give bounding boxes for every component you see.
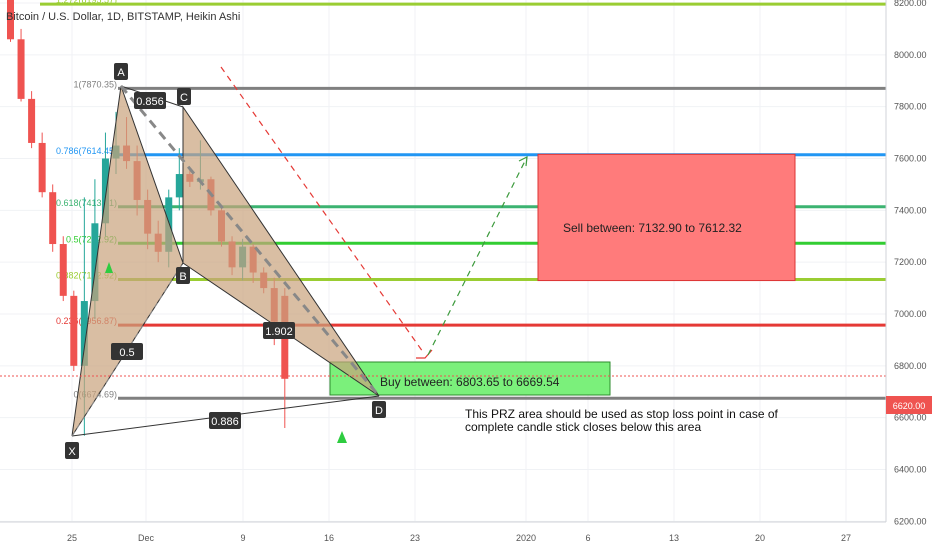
sell-zone-label: Sell between: 7132.90 to 7612.32 — [563, 221, 742, 235]
point-label-box — [65, 442, 79, 459]
point-label-box — [372, 401, 386, 418]
x-tick-label: 9 — [240, 533, 245, 543]
candle-body — [70, 295, 78, 366]
x-tick-label: 27 — [841, 533, 851, 543]
y-tick-label: 8000.00 — [894, 50, 927, 60]
candle-body — [38, 142, 46, 193]
price-tag — [886, 396, 932, 414]
ratio-label-box — [263, 322, 295, 339]
x-tick-label: Dec — [138, 533, 155, 543]
ratio-label-box — [111, 343, 143, 360]
x-tick-label: 2020 — [516, 533, 536, 543]
y-tick-label: 6400.00 — [894, 465, 927, 475]
candle-body — [17, 39, 25, 99]
x-tick-label: 25 — [67, 533, 77, 543]
fib-level-label: 1(7870.35) — [73, 79, 117, 89]
stop-loss-note: This PRZ area should be used as stop los… — [465, 407, 779, 434]
x-tick-label: 6 — [585, 533, 590, 543]
pattern-dashed-ad — [119, 85, 381, 397]
buy-signal-arrow — [337, 431, 347, 443]
ratio-label: 0.5 — [119, 347, 134, 359]
harmonic-pattern: A C B D X 0.856 0.5 1.902 0.886 — [65, 63, 386, 459]
y-tick-label: 7000.00 — [894, 309, 927, 319]
point-label-box — [114, 63, 128, 80]
projection-arrowhead-up — [518, 155, 528, 167]
y-tick-label: 6200.00 — [894, 516, 927, 526]
chart-title: Bitcoin / U.S. Dollar, 1D, BITSTAMP, Hei… — [6, 11, 240, 23]
candle-body — [101, 158, 109, 224]
point-label-c: C — [180, 92, 188, 104]
projection-arrow-down — [220, 66, 424, 353]
y-tick-label: 7800.00 — [894, 102, 927, 112]
point-label-box — [176, 267, 190, 284]
ratio-label: 0.886 — [211, 416, 239, 428]
projection-arrow-up — [427, 156, 528, 356]
ratio-label: 0.856 — [136, 96, 164, 108]
ratio-label: 1.902 — [265, 326, 293, 338]
candle-body — [91, 223, 99, 302]
point-label-box — [177, 88, 191, 105]
y-tick-label: 7600.00 — [894, 154, 927, 164]
candle-body — [175, 174, 183, 198]
y-tick-label: 7200.00 — [894, 257, 927, 267]
point-label-b: B — [179, 271, 186, 283]
candle-body — [28, 98, 36, 143]
buy-zone-label: Buy between: 6803.65 to 6669.54 — [380, 375, 560, 389]
ratio-label-box — [209, 412, 241, 429]
buy-zone — [329, 361, 611, 396]
candle-body — [80, 301, 88, 366]
x-tick-label: 20 — [755, 533, 765, 543]
x-tick-label: 23 — [410, 533, 420, 543]
annotations: This PRZ area should be used as stop los… — [0, 66, 886, 443]
last-price-label: 6620.00 — [893, 401, 926, 411]
y-tick-label: 8200.00 — [894, 0, 927, 8]
point-label-x: X — [68, 446, 76, 458]
fib-level-label: 1.272(8195.57) — [56, 0, 117, 5]
x-tick-label: 16 — [324, 533, 334, 543]
x-tick-label: 13 — [669, 533, 679, 543]
y-tick-label: 6600.00 — [894, 413, 927, 423]
sell-zone — [537, 153, 796, 282]
fib-level-label: 0.382(7132.92) — [56, 271, 117, 281]
y-tick-label: 6800.00 — [894, 361, 927, 371]
candle-body — [7, 0, 14, 40]
point-label-d: D — [375, 405, 383, 417]
signal-arrow — [105, 262, 113, 273]
y-tick-label: 7400.00 — [894, 205, 927, 215]
candle-body — [59, 244, 67, 296]
ratio-label-box — [134, 92, 166, 109]
axes: 8200.00 8000.00 7800.00 7600.00 7400.00 7200.… — [0, 0, 932, 543]
candle-body — [49, 192, 57, 245]
fib-level-label: 0.618(7413.61) — [56, 198, 117, 208]
fib-level-label: 0.786(7614.45) — [56, 146, 117, 156]
zones: Sell between: 7132.90 to 7612.32 Buy betw… — [329, 153, 796, 396]
point-label-a: A — [117, 67, 125, 79]
